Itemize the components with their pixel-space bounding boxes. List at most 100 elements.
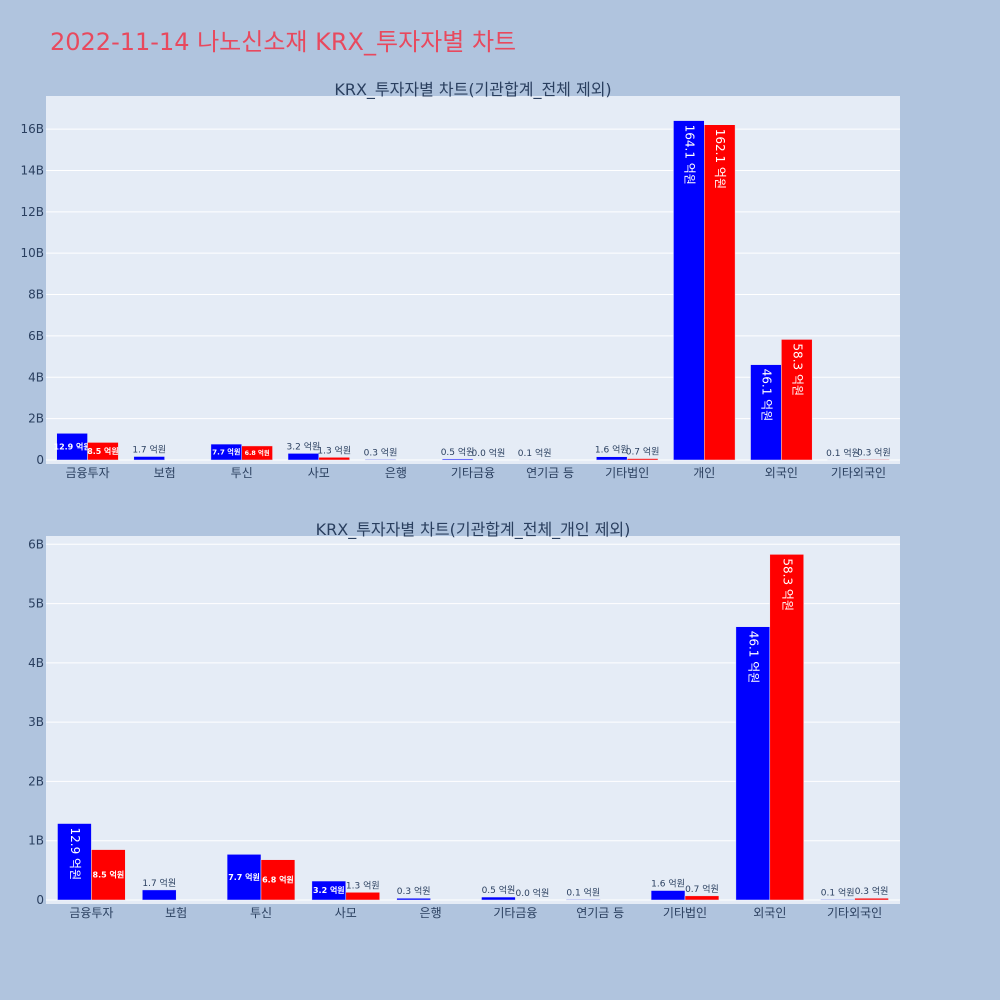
y-tick-label: 8B [28,288,44,302]
data-label: 3.2 억원 [287,440,321,452]
bar [596,456,628,461]
x-tick-label: 투신 [231,466,253,480]
bar [396,897,431,901]
x-tick-label: 외국인 [753,906,786,920]
y-tick-label: 2B [28,412,44,426]
data-label: 1.7 억원 [132,443,166,455]
x-tick-label: 사모 [308,466,330,480]
y-tick-label: 4B [28,656,44,670]
y-tick-label: 2B [28,774,44,788]
x-tick-label: 금융투자 [65,466,109,480]
bar [735,626,771,901]
bar [226,854,262,901]
data-label: 164.1 억원 [682,125,696,185]
x-tick-label: 외국인 [765,466,798,480]
x-tick-label: 연기금 등 [526,466,574,480]
data-label: 0.1 억원 [518,447,552,459]
data-label: 8.5 억원 [93,869,125,879]
data-label: 0.3 억원 [855,885,889,897]
bar [364,459,397,461]
bar [260,859,296,901]
y-tick-label: 16B [20,122,44,136]
chart-2: 0 1B 2B 3B 4B 5B 6B KRX_투자자별 차트(기관합계_전체_개인 제외) 금… [28,520,900,920]
data-label: 3.2 억원 [313,885,345,895]
data-label: 0.3 억원 [397,885,431,897]
x-tick-label: 사모 [335,906,357,920]
chart-title: KRX_투자자별 차트(기관합계_전체_개인 제외) [316,520,631,540]
bar [241,445,273,461]
x-tick-label: 연기금 등 [576,906,624,920]
y-tick-label: 6B [28,537,44,551]
data-label: 0.1 억원 [826,447,860,459]
data-label: 58.3 억원 [780,558,794,611]
x-tick-label: 보험 [154,466,176,480]
data-label: 0.3 억원 [364,446,398,458]
y-tick-label: 10B [20,246,44,260]
bar [287,453,320,461]
data-label: 1.6 억원 [595,444,629,456]
page-title: 2022-11-14 나노신소재 KRX_투자자별 차트 [50,28,517,56]
y-tick-label: 6B [28,329,44,343]
data-label: 1.7 억원 [142,877,176,889]
bar [626,458,659,461]
y-tick-label: 14B [20,163,44,177]
data-label: 46.1 억원 [746,631,760,684]
data-label: 0.3 억원 [857,446,891,458]
data-label: 0.7 억원 [626,446,660,458]
bar [133,456,165,461]
x-tick-label: 보험 [165,906,187,920]
bar [142,889,177,901]
bar [781,339,813,461]
data-label: 46.1 억원 [759,369,773,422]
x-tick-label: 개인 [693,466,715,480]
bar [673,120,705,461]
bar [854,897,889,901]
data-label: 7.7 억원 [212,447,240,456]
y-tick-label: 3B [28,715,44,729]
y-tick-label: 12B [20,205,44,219]
bar [684,895,720,901]
data-label: 162.1 억원 [713,129,727,189]
data-label: 1.6 억원 [651,878,685,890]
data-label: 0.0 억원 [515,887,549,899]
x-tick-label: 기타금융 [493,906,537,920]
data-label: 12.9 억원 [54,441,91,451]
bar [56,433,88,461]
y-tick-label: 4B [28,370,44,384]
data-label: 6.8 억원 [245,448,270,457]
y-tick-label: 5B [28,597,44,611]
x-tick-label: 기타법인 [605,466,649,480]
bar [650,890,686,901]
x-tick-label: 기타금융 [451,466,495,480]
x-tick-label: 은행 [385,465,407,480]
bar [820,899,855,901]
data-label: 0.1 억원 [566,886,600,898]
data-label: 7.7 억원 [228,872,260,882]
data-label: 6.8 억원 [262,875,294,885]
data-label: 1.3 억원 [317,444,351,456]
x-tick-label: 은행 [420,905,442,920]
y-tick-label: 1B [28,834,44,848]
data-label: 0.7 억원 [685,883,719,895]
data-label: 12.9 억원 [68,828,82,881]
bar [441,458,474,461]
data-label: 58.3 억원 [790,343,804,396]
x-tick-label: 투신 [250,906,272,920]
bar [566,899,601,901]
bar [311,880,347,901]
bar [858,459,890,461]
chart-title: KRX_투자자별 차트(기관합계_전체 제외) [334,80,611,100]
y-tick-label: 0 [36,453,44,467]
bar [704,124,736,461]
bar [769,554,804,901]
data-label: 8.5 억원 [87,446,118,456]
bar [345,892,380,901]
x-tick-label: 기타외국인 [831,466,886,480]
bar [87,442,119,461]
bar [91,849,126,901]
bar [57,823,92,901]
bar [481,896,516,901]
data-label: 0.5 억원 [482,884,516,896]
data-label: 0.0 억원 [472,447,506,459]
y-tick-label: 0 [36,893,44,907]
